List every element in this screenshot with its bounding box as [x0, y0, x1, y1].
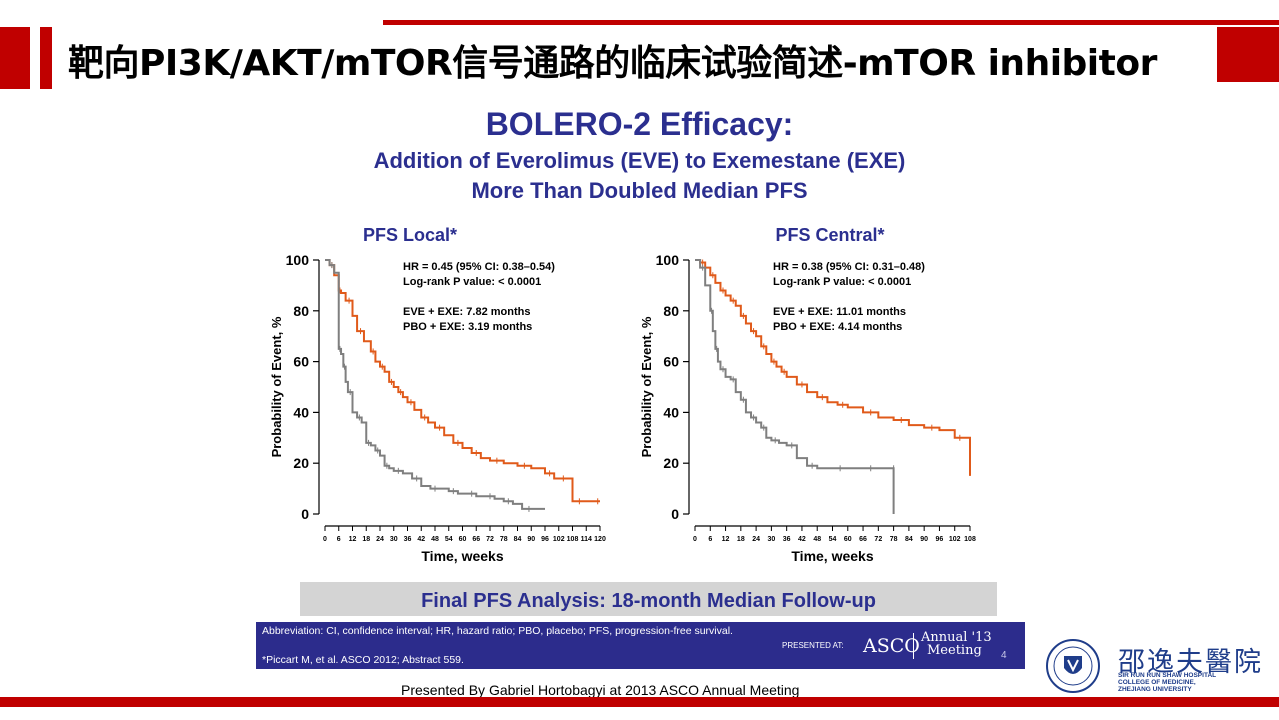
slide-footer-band: Abbreviation: CI, confidence interval; H… [256, 622, 1025, 669]
y-tick-label: 100 [286, 252, 310, 268]
y-tick-label: 60 [663, 354, 679, 370]
x-tick-label: 90 [527, 536, 535, 543]
chart-pfs-local: 0 20 40 60 80 100 0 6 12 18 24 30 36 42 48 54 60 66 72 78 84… [269, 252, 606, 564]
presented-at-label: PRESENTED AT: [782, 641, 844, 650]
y-tick-label: 0 [301, 506, 309, 522]
hospital-name-en-1: SIR RUN RUN SHAW HOSPITAL [1118, 672, 1217, 679]
chart-annotation: Log-rank P value: < 0.0001 [773, 276, 911, 288]
header-left-bar-1 [0, 27, 30, 89]
presenter-note: Presented By Gabriel Hortobagyi at 2013 … [401, 682, 800, 698]
chart-annotation: PBO + EXE: 3.19 months [403, 321, 532, 333]
y-tick-label: 20 [663, 455, 679, 471]
header-right-block [1217, 27, 1279, 82]
x-axis-label: Time, weeks [421, 548, 503, 564]
x-tick-label: 6 [708, 536, 712, 543]
footer-divider [913, 633, 914, 659]
x-tick-label: 78 [500, 536, 508, 543]
chart-annotation: HR = 0.38 (95% CI: 0.31–0.48) [773, 261, 925, 273]
x-tick-label: 60 [844, 536, 852, 543]
x-tick-label: 60 [459, 536, 467, 543]
hospital-name-en-2: COLLEGE OF MEDICINE, [1118, 679, 1196, 686]
header-left-bar-2 [40, 27, 52, 89]
bottom-bar [0, 697, 1279, 707]
y-tick-label: 40 [663, 404, 679, 420]
x-tick-label: 120 [594, 536, 606, 543]
x-tick-label: 108 [964, 536, 976, 543]
series-line-0 [695, 259, 971, 476]
hospital-name-cn: 邵逸夫醫院 [1118, 647, 1263, 678]
x-tick-label: 72 [874, 536, 882, 543]
slide-title: BOLERO-2 Efficacy: [485, 106, 794, 142]
y-tick-label: 100 [656, 252, 680, 268]
meeting-label-line1: Annual '13 [921, 630, 992, 645]
x-tick-label: 36 [404, 536, 412, 543]
x-tick-label: 108 [567, 536, 579, 543]
x-tick-label: 12 [722, 536, 730, 543]
y-tick-label: 40 [293, 404, 309, 420]
x-tick-label: 48 [813, 536, 821, 543]
hospital-seal-icon [1046, 639, 1100, 693]
chart-annotation: HR = 0.45 (95% CI: 0.38–0.54) [403, 261, 555, 273]
x-tick-label: 54 [445, 536, 453, 543]
x-tick-label: 84 [514, 536, 522, 543]
x-tick-label: 102 [949, 536, 961, 543]
slide-page-number: 4 [1001, 650, 1007, 661]
page-title: 靶向PI3K/AKT/mTOR信号通路的临床试验简述-mTOR inhibito… [68, 43, 1157, 84]
x-tick-label: 114 [581, 536, 592, 543]
y-tick-label: 80 [293, 303, 309, 319]
x-tick-label: 96 [936, 536, 944, 543]
x-tick-label: 6 [337, 536, 341, 543]
x-tick-label: 66 [472, 536, 480, 543]
y-tick-label: 80 [663, 303, 679, 319]
x-tick-label: 42 [417, 536, 425, 543]
abbreviation-note: Abbreviation: CI, confidence interval; H… [262, 625, 733, 637]
x-tick-label: 84 [905, 536, 913, 543]
x-tick-label: 18 [737, 536, 745, 543]
hospital-name-en-3: ZHEJIANG UNIVERSITY [1118, 686, 1192, 693]
series-line-1 [695, 259, 895, 514]
y-tick-label: 0 [671, 506, 679, 522]
chart-title-pfs-central: PFS Central* [775, 225, 885, 245]
series-line-0 [325, 259, 600, 503]
x-tick-label: 96 [541, 536, 549, 543]
chart-annotation: Log-rank P value: < 0.0001 [403, 276, 541, 288]
x-tick-label: 0 [693, 536, 697, 543]
x-tick-label: 48 [431, 536, 439, 543]
meeting-label: Annual '13 Meeting [921, 631, 992, 657]
x-tick-label: 24 [752, 536, 760, 543]
x-tick-label: 66 [859, 536, 867, 543]
y-tick-label: 60 [293, 354, 309, 370]
x-axis-label: Time, weeks [791, 548, 873, 564]
summary-bar: Final PFS Analysis: 18-month Median Foll… [300, 582, 997, 616]
x-tick-label: 18 [362, 536, 370, 543]
reference-note: *Piccart M, et al. ASCO 2012; Abstract 5… [262, 654, 464, 666]
x-tick-label: 36 [783, 536, 791, 543]
y-axis-label: Probability of Event, % [269, 316, 284, 457]
meeting-label-line2: Meeting [927, 643, 982, 658]
chart-pfs-central: 0 20 40 60 80 100 0 6 12 18 24 30 36 42 48 54 60 66 72 78 84… [639, 252, 976, 564]
x-tick-label: 0 [323, 536, 327, 543]
slide-subtitle-line2: More Than Doubled Median PFS [471, 178, 808, 203]
y-tick-label: 20 [293, 455, 309, 471]
x-tick-label: 72 [486, 536, 494, 543]
header-top-line [383, 20, 1279, 25]
x-tick-label: 78 [890, 536, 898, 543]
chart-annotation: EVE + EXE: 11.01 months [773, 306, 906, 318]
series-line-1 [325, 259, 545, 510]
x-tick-label: 54 [829, 536, 837, 543]
x-tick-label: 12 [349, 536, 357, 543]
asco-logo-text: ASCO [863, 635, 920, 657]
x-tick-label: 90 [920, 536, 928, 543]
x-tick-label: 30 [390, 536, 398, 543]
x-tick-label: 24 [376, 536, 384, 543]
chart-annotation: EVE + EXE: 7.82 months [403, 306, 530, 318]
x-tick-label: 102 [553, 536, 565, 543]
chart-annotation: PBO + EXE: 4.14 months [773, 321, 902, 333]
y-axis-label: Probability of Event, % [639, 316, 654, 457]
x-tick-label: 42 [798, 536, 806, 543]
slide-subtitle-line1: Addition of Everolimus (EVE) to Exemesta… [373, 148, 906, 173]
x-tick-label: 30 [767, 536, 775, 543]
chart-title-pfs-local: PFS Local* [362, 225, 458, 245]
